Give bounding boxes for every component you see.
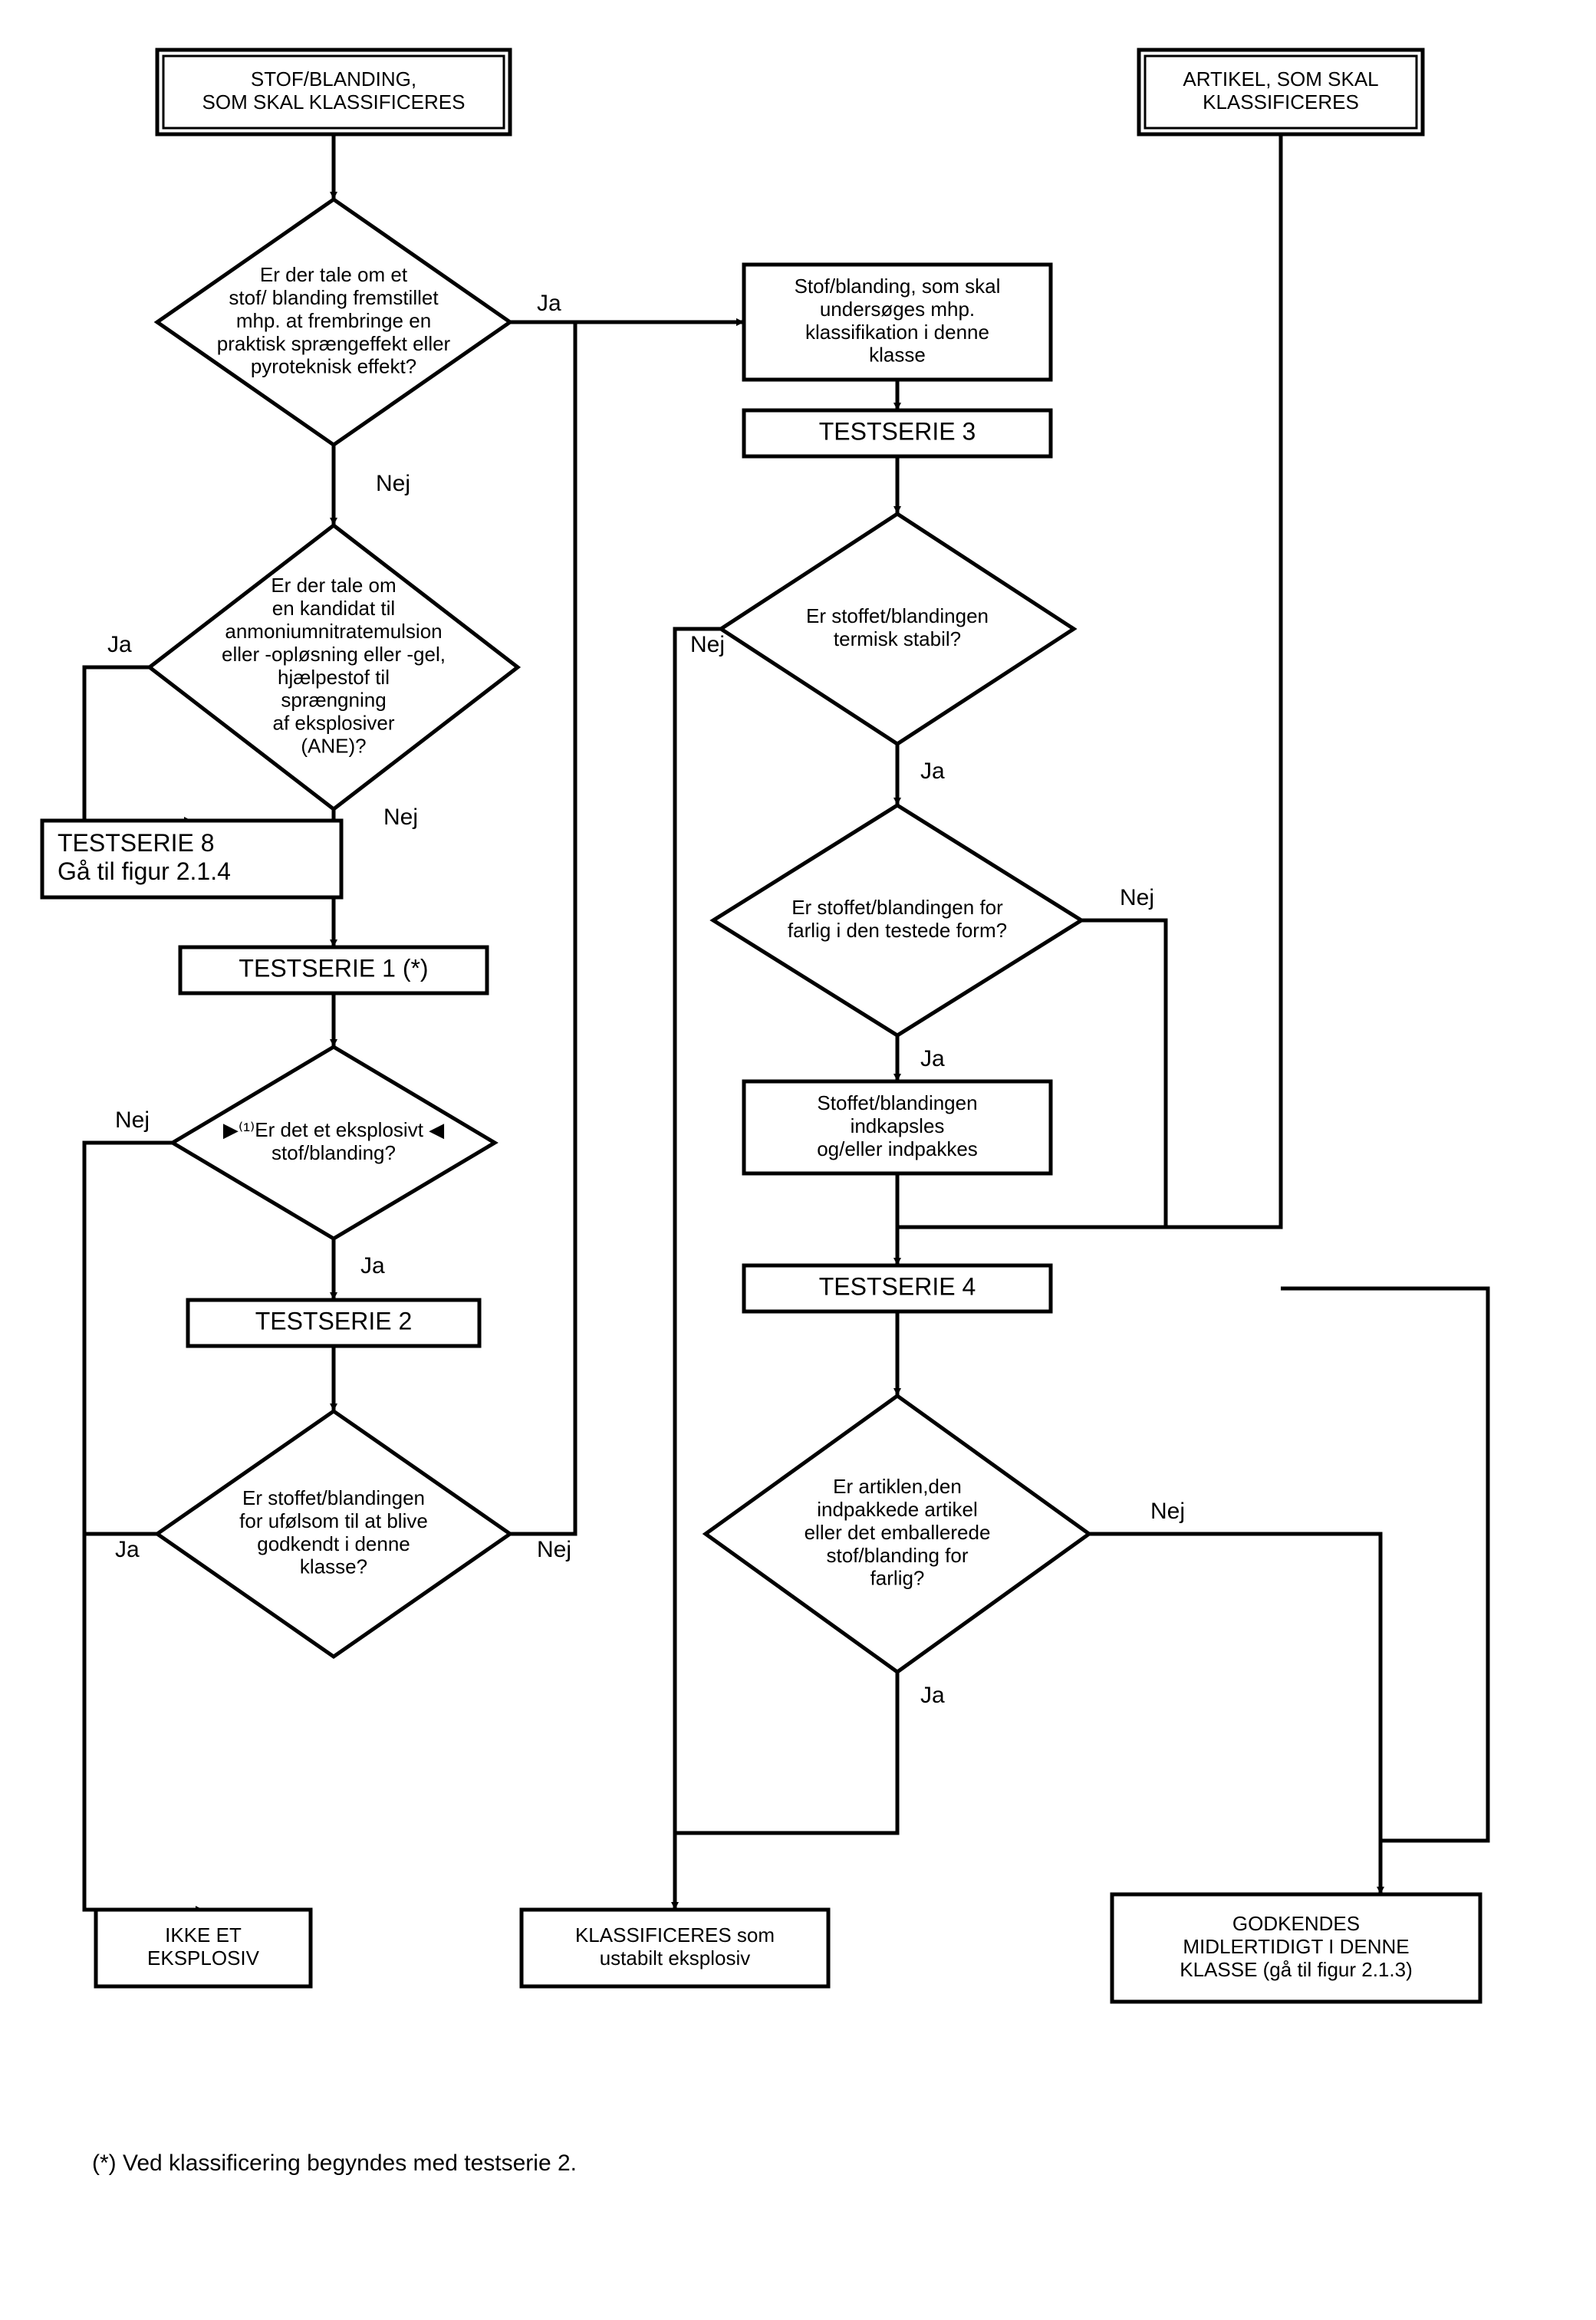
node-text: klasse? xyxy=(300,1555,367,1578)
node-text: indkapsles xyxy=(851,1114,945,1137)
node-text: indpakkede artikel xyxy=(817,1498,978,1521)
node-text: MIDLERTIDIGT I DENNE xyxy=(1183,1935,1409,1958)
node-text: Er stoffet/blandingen xyxy=(806,604,989,627)
node-text: mhp. at frembringe en xyxy=(236,309,431,332)
node-text: undersøges mhp. xyxy=(820,298,975,321)
edge-label: Ja xyxy=(920,759,945,784)
edge-label: Nej xyxy=(1120,885,1154,910)
node-text: for ufølsom til at blive xyxy=(239,1509,428,1532)
edge-label: Ja xyxy=(360,1253,385,1278)
node-text: EKSPLOSIV xyxy=(147,1946,260,1970)
edge-label: Ja xyxy=(920,1046,945,1071)
node-text: Stof/blanding, som skal xyxy=(795,275,1001,298)
node-text: farlig i den testede form? xyxy=(788,919,1007,942)
footnote: (*) Ved klassificering begyndes med test… xyxy=(92,2151,577,2176)
node-text: Er artiklen,den xyxy=(833,1475,962,1498)
node-text: hjælpestof til xyxy=(278,666,390,689)
node-text: Gå til figur 2.1.4 xyxy=(58,857,231,885)
node-text: godkendt i denne xyxy=(257,1532,410,1555)
node-text: IKKE ET xyxy=(165,1923,242,1946)
node-text: af eksplosiver xyxy=(273,712,395,735)
node-text: Er stoffet/blandingen xyxy=(242,1486,425,1509)
node-text: stof/blanding for xyxy=(826,1544,968,1567)
node-text: TESTSERIE 4 xyxy=(819,1272,976,1300)
edge-label: Nej xyxy=(537,1537,571,1562)
edge-label: Nej xyxy=(690,632,725,657)
node-text: TESTSERIE 8 xyxy=(58,829,215,857)
edge-label: Ja xyxy=(115,1537,140,1562)
node-text: termisk stabil? xyxy=(834,627,961,650)
node-text: anmoniumnitratemulsion xyxy=(225,620,442,643)
edge-label: Nej xyxy=(383,805,418,830)
edge-label: Nej xyxy=(115,1107,150,1133)
node-text: Stoffet/blandingen xyxy=(817,1091,977,1114)
node-text: en kandidat til xyxy=(272,597,395,620)
node-text: farlig? xyxy=(870,1567,925,1590)
node-text: stof/blanding? xyxy=(271,1141,396,1164)
node-text: eller det emballerede xyxy=(805,1521,991,1544)
node-text: ▶⁽¹⁾Er det et eksplosivt ◀ xyxy=(223,1118,444,1141)
node-text: TESTSERIE 3 xyxy=(819,417,976,445)
node-text: stof/ blanding fremstillet xyxy=(229,286,439,309)
edge-label: Ja xyxy=(537,291,561,316)
edge-label: Nej xyxy=(1150,1499,1185,1524)
node-text: ARTIKEL, SOM SKAL xyxy=(1183,67,1378,90)
node-text: KLASSIFICERES xyxy=(1203,90,1359,114)
node-text: KLASSE (gå til figur 2.1.3) xyxy=(1180,1958,1412,1981)
node-text: TESTSERIE 1 (*) xyxy=(239,954,428,982)
node-text: (ANE)? xyxy=(301,735,366,758)
node-text: SOM SKAL KLASSIFICERES xyxy=(202,90,466,114)
node-text: ustabilt eksplosiv xyxy=(600,1946,751,1970)
node-text: klassifikation i denne xyxy=(805,321,989,344)
node-text: og/eller indpakkes xyxy=(817,1137,978,1160)
node-text: Er stoffet/blandingen for xyxy=(791,896,1003,919)
node-text: GODKENDES xyxy=(1232,1912,1360,1935)
node-text: Er der tale om xyxy=(271,574,396,597)
node-text: KLASSIFICERES som xyxy=(575,1923,775,1946)
node-text: STOF/BLANDING, xyxy=(251,67,416,90)
node-text: TESTSERIE 2 xyxy=(255,1307,413,1334)
edge-label: Ja xyxy=(107,632,132,657)
node-text: sprængning xyxy=(281,689,386,712)
node-text: eller -opløsning eller -gel, xyxy=(222,643,446,666)
node-text: klasse xyxy=(869,344,926,367)
edge-label: Ja xyxy=(920,1683,945,1708)
node-text: Er der tale om et xyxy=(260,263,408,286)
node-text: pyroteknisk effekt? xyxy=(251,355,416,378)
node-text: praktisk sprængeffekt eller xyxy=(217,332,451,355)
edge-label: Nej xyxy=(376,471,410,496)
